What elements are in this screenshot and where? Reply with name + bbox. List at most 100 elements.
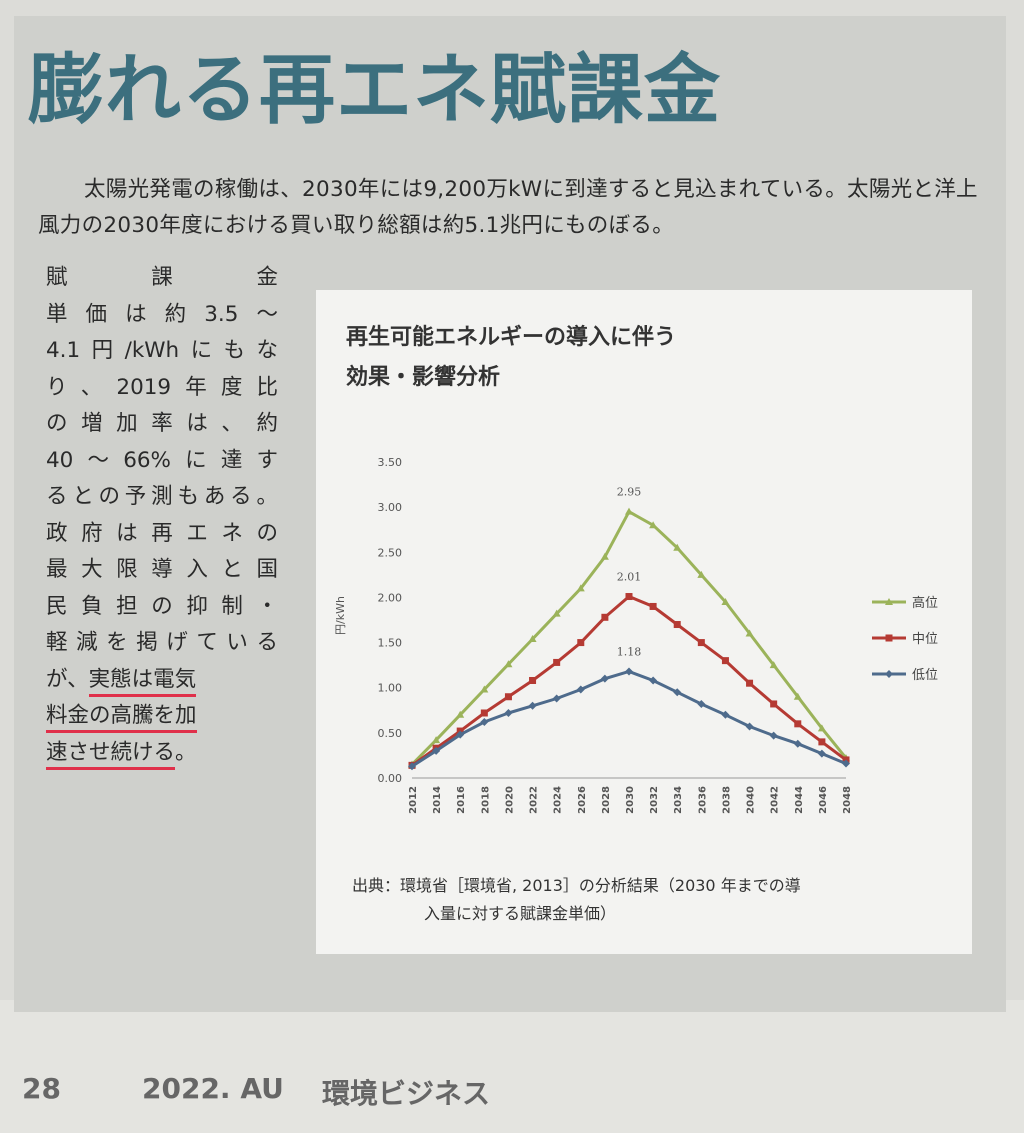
body-line: 単価は約3.5〜 xyxy=(46,301,278,327)
issue-date: 2022. AU xyxy=(142,1072,284,1105)
data-point xyxy=(601,613,609,621)
data-point xyxy=(697,699,706,708)
x-tick-label: 2032 xyxy=(649,786,660,814)
data-point xyxy=(504,708,513,717)
body-line: 料金の高騰を加 xyxy=(46,698,278,735)
y-tick-label: 3.50 xyxy=(378,456,403,469)
data-point xyxy=(673,621,681,629)
data-point xyxy=(818,738,826,746)
figure-title-line: 再生可能エネルギーの導入に伴う xyxy=(346,325,677,350)
y-tick-label: 1.50 xyxy=(378,637,403,650)
body-line: 40〜66%に達す xyxy=(46,447,278,473)
legend-label: 低位 xyxy=(912,668,938,683)
data-point xyxy=(625,667,633,676)
legend-label: 高位 xyxy=(912,595,938,611)
x-tick-label: 2046 xyxy=(818,786,829,814)
x-tick-label: 2030 xyxy=(625,786,636,814)
body-text: 。 xyxy=(175,739,197,765)
body-text: が、 xyxy=(46,666,89,692)
x-tick-label: 2020 xyxy=(504,786,515,814)
magazine-name: 環境ビジネス xyxy=(322,1077,491,1110)
data-point xyxy=(480,718,489,727)
underlined-text: 料金の高騰を加 xyxy=(46,703,197,733)
x-tick-label: 2016 xyxy=(456,786,467,814)
data-point xyxy=(408,762,416,771)
x-tick-label: 2038 xyxy=(721,786,732,814)
body-line: 軽減を掲げている xyxy=(46,630,278,655)
x-tick-label: 2040 xyxy=(746,786,757,814)
data-point xyxy=(576,685,585,694)
x-tick-label: 2044 xyxy=(794,786,805,814)
data-point xyxy=(528,634,537,642)
body-column: 賦課金 単価は約3.5〜 4.1円/kWhにもな り、2019年度比 の増加率は… xyxy=(46,260,278,771)
y-tick-label: 3.00 xyxy=(378,501,403,514)
data-point xyxy=(649,602,657,610)
data-point xyxy=(673,688,682,697)
data-point xyxy=(553,658,561,666)
data-point xyxy=(600,552,609,560)
peak-data-label: 1.18 xyxy=(617,645,642,658)
data-point xyxy=(480,709,488,717)
data-point xyxy=(600,674,609,683)
y-tick-label: 1.00 xyxy=(378,682,403,695)
data-point xyxy=(745,629,754,637)
page-footer: 28 2022. AU 環境ビジネス xyxy=(22,1072,922,1112)
x-tick-label: 2036 xyxy=(697,786,708,814)
series-line-1 xyxy=(411,594,847,767)
x-tick-label: 2042 xyxy=(770,786,781,814)
data-point xyxy=(649,676,658,685)
body-line: るとの予測もある。 xyxy=(46,484,278,509)
intro-paragraph: 太陽光発電の稼働は、2030年には9,200万kWに到達すると見込まれている。太… xyxy=(38,177,978,238)
data-point xyxy=(817,749,826,758)
figure-title-line: 効果・影響分析 xyxy=(346,365,501,390)
data-point xyxy=(794,720,802,728)
data-point xyxy=(769,661,778,669)
data-point xyxy=(793,739,802,748)
y-tick-label: 0.50 xyxy=(378,727,403,740)
data-point xyxy=(528,701,537,710)
data-point xyxy=(769,731,778,740)
x-tick-label: 2028 xyxy=(601,786,612,814)
y-tick-label: 0.00 xyxy=(378,772,403,785)
x-tick-label: 2012 xyxy=(408,786,419,814)
body-line: 政府は再エネの xyxy=(46,520,278,546)
body-line: 民負担の抑制・ xyxy=(46,593,278,619)
body-line: が、実態は電気 xyxy=(46,662,278,699)
data-point xyxy=(793,692,802,700)
data-point xyxy=(697,570,706,578)
body-line: 4.1円/kWhにもな xyxy=(46,338,278,363)
data-point xyxy=(576,584,585,592)
page-bottom xyxy=(0,1000,1024,1133)
figure-source: 出典：環境省［環境省, 2013］の分析結果（2030 年までの導 入量に対する… xyxy=(352,872,952,928)
body-line: り、2019年度比 xyxy=(46,374,278,400)
legend-label: 中位 xyxy=(912,632,938,647)
data-point xyxy=(746,679,754,687)
legend-marker xyxy=(885,634,893,642)
data-point xyxy=(529,676,537,684)
data-point xyxy=(649,521,658,529)
peak-data-label: 2.95 xyxy=(617,486,642,499)
data-point xyxy=(552,609,561,617)
x-tick-label: 2048 xyxy=(842,786,853,814)
data-point xyxy=(842,759,850,768)
data-point xyxy=(456,710,465,718)
legend-marker xyxy=(885,598,893,605)
data-point xyxy=(817,724,826,732)
data-point xyxy=(552,694,561,703)
underlined-text: 実態は電気 xyxy=(88,666,197,697)
data-point xyxy=(721,657,729,665)
x-tick-label: 2022 xyxy=(529,786,540,814)
data-point xyxy=(504,693,512,701)
x-tick-label: 2018 xyxy=(480,786,491,814)
y-tick-label: 2.00 xyxy=(378,591,403,604)
x-tick-label: 2014 xyxy=(432,786,443,814)
legend-marker xyxy=(885,670,893,678)
body-line: 賦課金 xyxy=(46,265,278,290)
x-tick-label: 2026 xyxy=(577,786,588,814)
underlined-text: 速させ続ける xyxy=(46,739,176,770)
data-point xyxy=(432,736,441,744)
data-point xyxy=(745,722,754,731)
figure-title: 再生可能エネルギーの導入に伴う 効果・影響分析 xyxy=(346,318,946,398)
data-point xyxy=(625,593,633,601)
x-tick-label: 2024 xyxy=(553,786,564,814)
